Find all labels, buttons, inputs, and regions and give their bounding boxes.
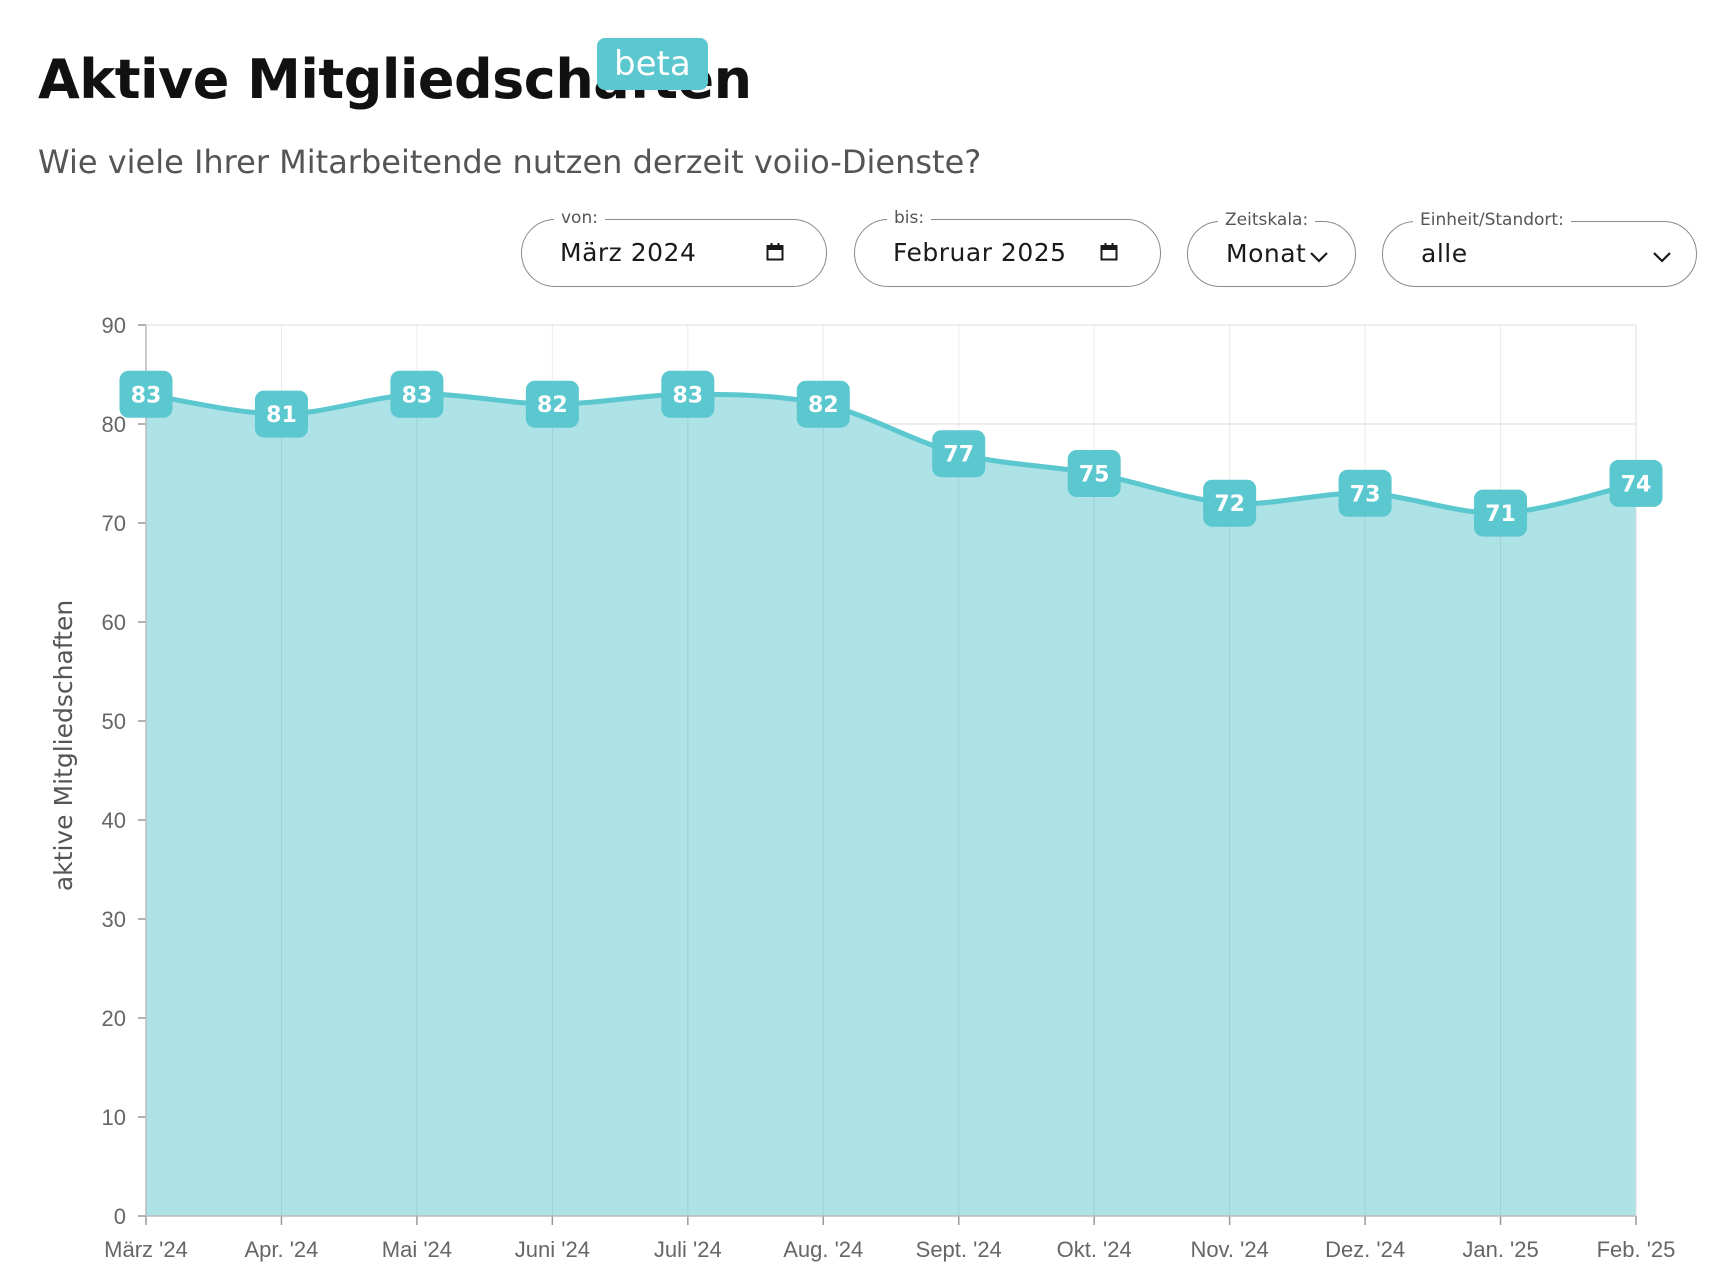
data-label-box — [1203, 479, 1257, 527]
x-tick-label: Aug. '24 — [783, 1237, 863, 1262]
data-label: 83 — [402, 383, 433, 408]
chevron-down-icon — [1310, 252, 1328, 263]
x-tick-label: Okt. '24 — [1057, 1237, 1132, 1262]
memberships-chart: 0 10 20 30 40 50 60 70 80 90 März '24 Apr. '24 Mai … — [49, 313, 1675, 1262]
y-tick-label: 70 — [102, 511, 126, 536]
x-tick-label: Juni '24 — [515, 1237, 590, 1262]
data-label-box — [254, 390, 308, 438]
x-tick-label: März '24 — [104, 1237, 188, 1262]
data-label: 77 — [943, 443, 974, 468]
y-tick-label: 40 — [102, 808, 126, 833]
data-label: 81 — [266, 403, 297, 428]
y-tick-label: 0 — [114, 1204, 126, 1229]
data-label-box — [390, 370, 444, 418]
data-label: 75 — [1079, 463, 1110, 488]
data-label: 83 — [131, 383, 162, 408]
data-label: 71 — [1485, 502, 1516, 527]
timescale-value: Monat — [1226, 239, 1307, 268]
beta-badge: beta — [597, 38, 708, 90]
calendar-icon[interactable] — [1100, 243, 1118, 261]
data-label: 72 — [1214, 492, 1245, 517]
y-tick-label: 80 — [102, 412, 126, 437]
data-labels: 83 81 83 82 83 82 77 75 72 73 71 74 — [119, 370, 1663, 537]
y-tick-label: 10 — [102, 1105, 126, 1130]
x-tick-label: Nov. '24 — [1190, 1237, 1268, 1262]
data-label-box — [1474, 489, 1528, 537]
unit-location-select[interactable]: Einheit/Standort: alle — [1382, 209, 1697, 287]
x-tick-label: Jan. '25 — [1462, 1237, 1538, 1262]
y-tick-label: 20 — [102, 1006, 126, 1031]
data-label: 82 — [537, 393, 568, 418]
from-date-picker[interactable]: von: März 2024 — [521, 207, 827, 287]
y-axis-label: aktive Mitgliedschaften — [49, 600, 78, 891]
x-tick-label: Dez. '24 — [1325, 1237, 1405, 1262]
data-label-box — [932, 430, 986, 478]
data-label: 73 — [1350, 482, 1381, 507]
x-tick-label: Mai '24 — [382, 1237, 452, 1262]
data-label: 74 — [1621, 472, 1652, 497]
data-label: 83 — [673, 383, 704, 408]
page-subtitle: Wie viele Ihrer Mitarbeitende nutzen der… — [38, 143, 982, 181]
to-date-picker[interactable]: bis: Februar 2025 — [854, 207, 1161, 287]
y-tick-label: 60 — [102, 610, 126, 635]
x-tick-labels: März '24 Apr. '24 Mai '24 Juni '24 Juli '24 A… — [104, 1237, 1675, 1262]
timescale-select[interactable]: Zeitskala: Monat — [1187, 209, 1356, 287]
from-date-label: von: — [554, 207, 605, 229]
to-date-value: Februar 2025 — [893, 238, 1067, 267]
data-label-box — [796, 380, 850, 428]
data-label-box — [525, 380, 579, 428]
x-tick-label: Juli '24 — [654, 1237, 722, 1262]
x-tick-label: Sept. '24 — [916, 1237, 1002, 1262]
unit-location-value: alle — [1421, 239, 1468, 268]
area-fill — [146, 394, 1636, 1216]
data-label-box — [1609, 459, 1663, 507]
unit-location-label: Einheit/Standort: — [1413, 209, 1571, 231]
timescale-label: Zeitskala: — [1218, 209, 1316, 231]
calendar-icon[interactable] — [766, 243, 784, 261]
to-date-label: bis: — [887, 207, 932, 229]
y-tick-label: 90 — [102, 313, 126, 338]
from-date-value: März 2024 — [560, 238, 697, 267]
chevron-down-icon — [1653, 252, 1671, 263]
data-label-box — [1338, 469, 1392, 517]
y-tick-label: 30 — [102, 907, 126, 932]
data-label-box — [1067, 450, 1121, 497]
x-tick-label: Apr. '24 — [244, 1237, 318, 1262]
data-label-box — [119, 370, 173, 418]
x-tick-label: Feb. '25 — [1597, 1237, 1676, 1262]
data-label: 82 — [808, 393, 839, 418]
data-label-box — [661, 370, 715, 418]
y-tick-label: 50 — [102, 709, 126, 734]
y-tick-labels: 0 10 20 30 40 50 60 70 80 90 — [102, 313, 126, 1229]
